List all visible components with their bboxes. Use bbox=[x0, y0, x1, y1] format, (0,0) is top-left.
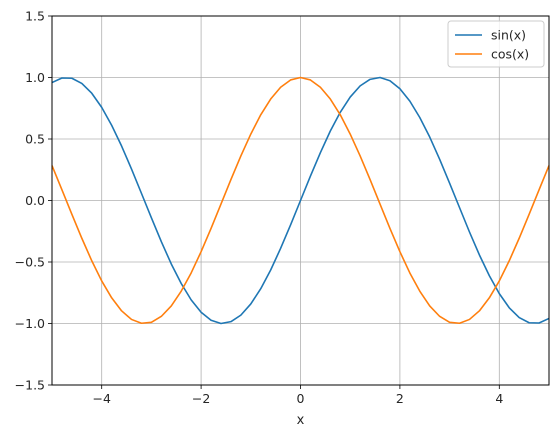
x-tick-label: 0 bbox=[297, 391, 305, 406]
y-tick-label: 1.0 bbox=[25, 70, 45, 85]
series-line-sin bbox=[51, 76, 550, 325]
series-lines bbox=[51, 76, 550, 325]
legend: sin(x) cos(x) bbox=[447, 20, 545, 68]
y-tick-label: −1.0 bbox=[15, 316, 45, 331]
x-tick-label: 2 bbox=[396, 391, 404, 406]
y-tick-label: 1.5 bbox=[25, 9, 45, 24]
y-tick-label: 0.0 bbox=[25, 193, 45, 208]
x-tick-label: −4 bbox=[92, 391, 110, 406]
x-tick-label: 4 bbox=[495, 391, 503, 406]
x-tick-label: −2 bbox=[192, 391, 210, 406]
y-tick-label: 0.5 bbox=[25, 132, 45, 147]
y-tick-label: −1.5 bbox=[15, 378, 45, 393]
legend-label: sin(x) bbox=[491, 28, 526, 43]
series-line-cos bbox=[51, 76, 550, 325]
axis-ticks: −4 −2 0 2 4 −1.5 −1.0 −0.5 0.0 0.5 1.0 1.5 bbox=[15, 9, 504, 407]
legend-label: cos(x) bbox=[491, 47, 529, 62]
legend-box bbox=[447, 20, 545, 68]
x-axis-label: x bbox=[297, 413, 305, 428]
y-tick-label: −0.5 bbox=[15, 255, 45, 270]
